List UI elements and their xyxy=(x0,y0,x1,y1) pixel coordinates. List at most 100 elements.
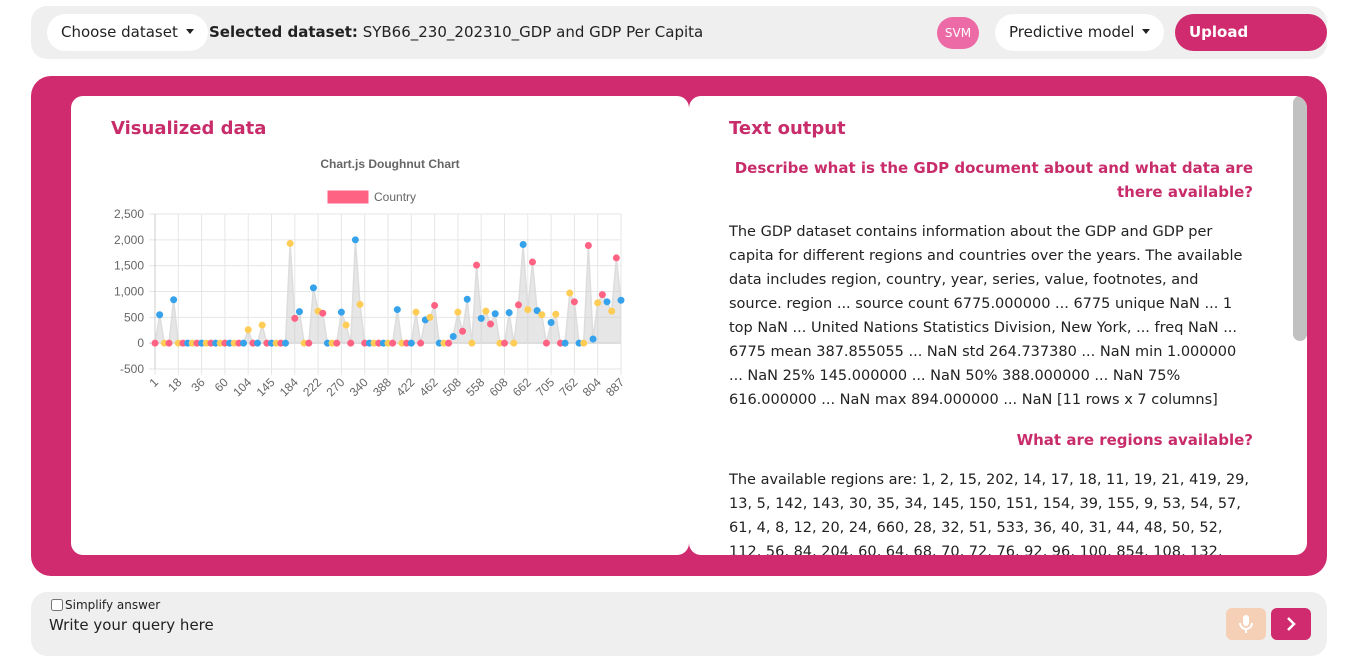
point xyxy=(333,339,341,347)
x-tick-label: 887 xyxy=(603,375,627,399)
point xyxy=(337,308,345,316)
point xyxy=(342,321,350,329)
point xyxy=(417,339,425,347)
point xyxy=(291,314,299,322)
point xyxy=(482,307,490,315)
model-dropdown[interactable]: Predictive model xyxy=(995,14,1165,51)
point xyxy=(170,296,178,304)
chart: Chart.js Doughnut Chart Country -500 0 500 1,… xyxy=(114,157,627,399)
point xyxy=(407,339,415,347)
y-tick-label: 1,500 xyxy=(114,259,144,273)
point xyxy=(584,242,592,250)
point xyxy=(412,308,420,316)
x-tick-label: 662 xyxy=(510,375,534,399)
x-tick-label: 462 xyxy=(417,375,441,399)
y-tick-label: 500 xyxy=(124,310,144,324)
legend-swatch xyxy=(327,190,369,204)
y-tick-label: 1,000 xyxy=(114,285,144,299)
point xyxy=(151,339,159,347)
point xyxy=(570,298,578,306)
x-tick-label: 558 xyxy=(463,375,487,399)
visualized-card: Visualized data Chart.js Doughnut Chart C… xyxy=(71,96,689,555)
point xyxy=(514,301,522,309)
panel-title: Visualized data xyxy=(111,118,267,139)
answer: The available regions are: 1, 2, 15, 202… xyxy=(729,472,1250,555)
x-tick-label: 1 xyxy=(146,375,161,390)
point xyxy=(528,258,536,266)
point xyxy=(608,307,616,315)
query-bar: Simplify answer Write your query here xyxy=(31,592,1327,656)
x-tick-label: 270 xyxy=(323,375,347,399)
point xyxy=(603,298,611,306)
query-input[interactable]: Write your query here xyxy=(49,616,214,634)
point xyxy=(426,313,434,321)
x-tick-label: 804 xyxy=(580,375,604,399)
point xyxy=(468,339,476,347)
x-tick-label: 104 xyxy=(230,375,254,399)
point xyxy=(612,254,620,262)
point xyxy=(454,308,462,316)
point xyxy=(552,310,560,318)
point xyxy=(473,261,481,269)
point xyxy=(244,326,252,334)
upload-button[interactable]: Upload dataset xyxy=(1175,14,1327,78)
point xyxy=(356,300,364,308)
x-tick-label: 145 xyxy=(254,375,278,399)
send-icon xyxy=(1287,617,1296,631)
x-tick-label: 184 xyxy=(277,375,301,399)
question: Describe what is the GDP document about … xyxy=(734,159,1253,201)
model-badge: SVM xyxy=(937,17,979,49)
point xyxy=(295,308,303,316)
point xyxy=(491,310,499,318)
point xyxy=(594,299,602,307)
point xyxy=(477,314,485,322)
point xyxy=(519,240,527,248)
answer: The GDP dataset contains information abo… xyxy=(729,224,1243,408)
point xyxy=(393,306,401,314)
panel-title: Text output xyxy=(729,118,846,139)
point xyxy=(258,321,266,329)
main-panel: Visualized data Chart.js Doughnut Chart C… xyxy=(31,76,1327,576)
mic-icon xyxy=(1239,615,1253,633)
scrollbar[interactable] xyxy=(1293,96,1307,341)
point xyxy=(286,239,294,247)
y-tick-label: -500 xyxy=(120,362,144,376)
question: What are regions available? xyxy=(1016,431,1253,449)
choose-dataset[interactable]: Choose dataset xyxy=(47,14,208,51)
x-tick-label: 60 xyxy=(212,375,232,395)
x-tick-label: 18 xyxy=(165,375,185,395)
x-tick-label: 340 xyxy=(347,375,371,399)
mic-button[interactable] xyxy=(1226,608,1266,640)
point xyxy=(505,309,513,317)
point xyxy=(533,307,541,315)
area-fill xyxy=(155,239,621,344)
point xyxy=(347,339,355,347)
simplify-label: Simplify answer xyxy=(65,598,161,612)
point xyxy=(538,311,546,319)
point xyxy=(254,339,262,347)
x-tick-label: 608 xyxy=(487,375,511,399)
point xyxy=(566,289,574,297)
point xyxy=(431,301,439,309)
simplify-option[interactable]: Simplify answer xyxy=(51,598,160,612)
point xyxy=(510,339,518,347)
messages: Describe what is the GDP document about … xyxy=(729,156,1253,555)
point xyxy=(524,306,532,314)
point xyxy=(561,339,569,347)
selected-dataset: Selected dataset: SYB66_230_202310_GDP a… xyxy=(209,14,703,51)
x-tick-label: 422 xyxy=(393,375,417,399)
point xyxy=(547,319,555,326)
x-tick-label: 705 xyxy=(533,375,557,399)
point xyxy=(598,291,606,299)
point xyxy=(389,339,397,347)
x-tick-label: 222 xyxy=(300,375,324,399)
y-tick-label: 0 xyxy=(137,336,144,350)
y-tick-label: 2,500 xyxy=(114,207,144,221)
selected-label: Selected dataset: xyxy=(209,23,358,41)
x-tick-label: 508 xyxy=(440,375,464,399)
point xyxy=(449,332,457,340)
point xyxy=(487,320,495,328)
simplify-checkbox[interactable] xyxy=(51,599,63,611)
send-button[interactable] xyxy=(1271,608,1311,640)
text-card: Text output Describe what is the GDP doc… xyxy=(689,96,1307,555)
